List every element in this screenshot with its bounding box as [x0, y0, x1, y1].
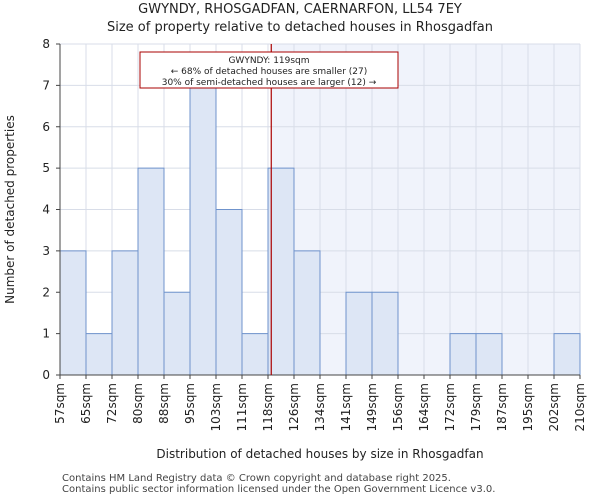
- bar: [449, 333, 477, 376]
- y-tick-label: 8: [42, 37, 50, 51]
- bar: [163, 291, 191, 376]
- y-axis-title: Number of detached properties: [3, 115, 17, 304]
- x-tick-label: 164sqm: [417, 383, 431, 431]
- x-tick-label: 141sqm: [339, 383, 353, 431]
- x-tick-label: 72sqm: [105, 383, 119, 424]
- y-tick-label: 0: [42, 368, 50, 382]
- x-tick-label: 118sqm: [261, 383, 275, 431]
- x-tick-label: 210sqm: [573, 383, 587, 431]
- bar: [241, 333, 269, 376]
- y-tick-label: 7: [42, 78, 50, 92]
- x-tick-label: 126sqm: [287, 383, 301, 431]
- y-tick-label: 4: [42, 203, 50, 217]
- x-tick-label: 187sqm: [495, 383, 509, 431]
- footer-line-2: Contains public sector information licen…: [62, 484, 496, 495]
- bar: [111, 250, 139, 376]
- y-tick-label: 3: [42, 244, 50, 258]
- bar: [475, 333, 503, 376]
- x-tick-label: 134sqm: [313, 383, 327, 431]
- x-tick-label: 156sqm: [391, 383, 405, 431]
- x-tick-label: 88sqm: [157, 383, 171, 424]
- chart-title: GWYNDY, RHOSGADFAN, CAERNARFON, LL54 7EY: [138, 2, 462, 17]
- annotation-line-1: GWYNDY: 119sqm: [228, 56, 309, 66]
- x-tick-label: 57sqm: [53, 383, 67, 424]
- x-axis-title: Distribution of detached houses by size …: [156, 447, 483, 461]
- annotation-line-2: ← 68% of detached houses are smaller (27…: [171, 67, 368, 77]
- x-tick-label: 202sqm: [547, 383, 561, 431]
- footer-line-1: Contains HM Land Registry data © Crown c…: [62, 473, 451, 484]
- annotation-line-3: 30% of semi-detached houses are larger (…: [162, 78, 377, 88]
- y-tick-label: 2: [42, 285, 50, 299]
- x-tick-label: 149sqm: [365, 383, 379, 431]
- y-tick-label: 5: [42, 161, 50, 175]
- x-tick-label: 179sqm: [469, 383, 483, 431]
- bar: [85, 333, 113, 376]
- bar: [293, 250, 321, 376]
- bar: [345, 291, 373, 376]
- y-tick-label: 1: [42, 327, 50, 341]
- x-tick-label: 65sqm: [79, 383, 93, 424]
- bar: [553, 333, 581, 376]
- bar: [137, 167, 165, 376]
- x-tick-label: 103sqm: [209, 383, 223, 431]
- bar: [267, 167, 295, 376]
- bar: [215, 209, 243, 376]
- y-tick-label: 6: [42, 120, 50, 134]
- x-tick-label: 95sqm: [183, 383, 197, 424]
- bar: [59, 250, 87, 376]
- x-tick-label: 195sqm: [521, 383, 535, 431]
- x-tick-label: 172sqm: [443, 383, 457, 431]
- x-tick-label: 111sqm: [235, 383, 249, 431]
- chart-subtitle: Size of property relative to detached ho…: [106, 20, 494, 35]
- x-tick-label: 80sqm: [131, 383, 145, 424]
- annotation-box: [139, 51, 399, 89]
- bar: [189, 84, 217, 376]
- bar: [371, 291, 399, 376]
